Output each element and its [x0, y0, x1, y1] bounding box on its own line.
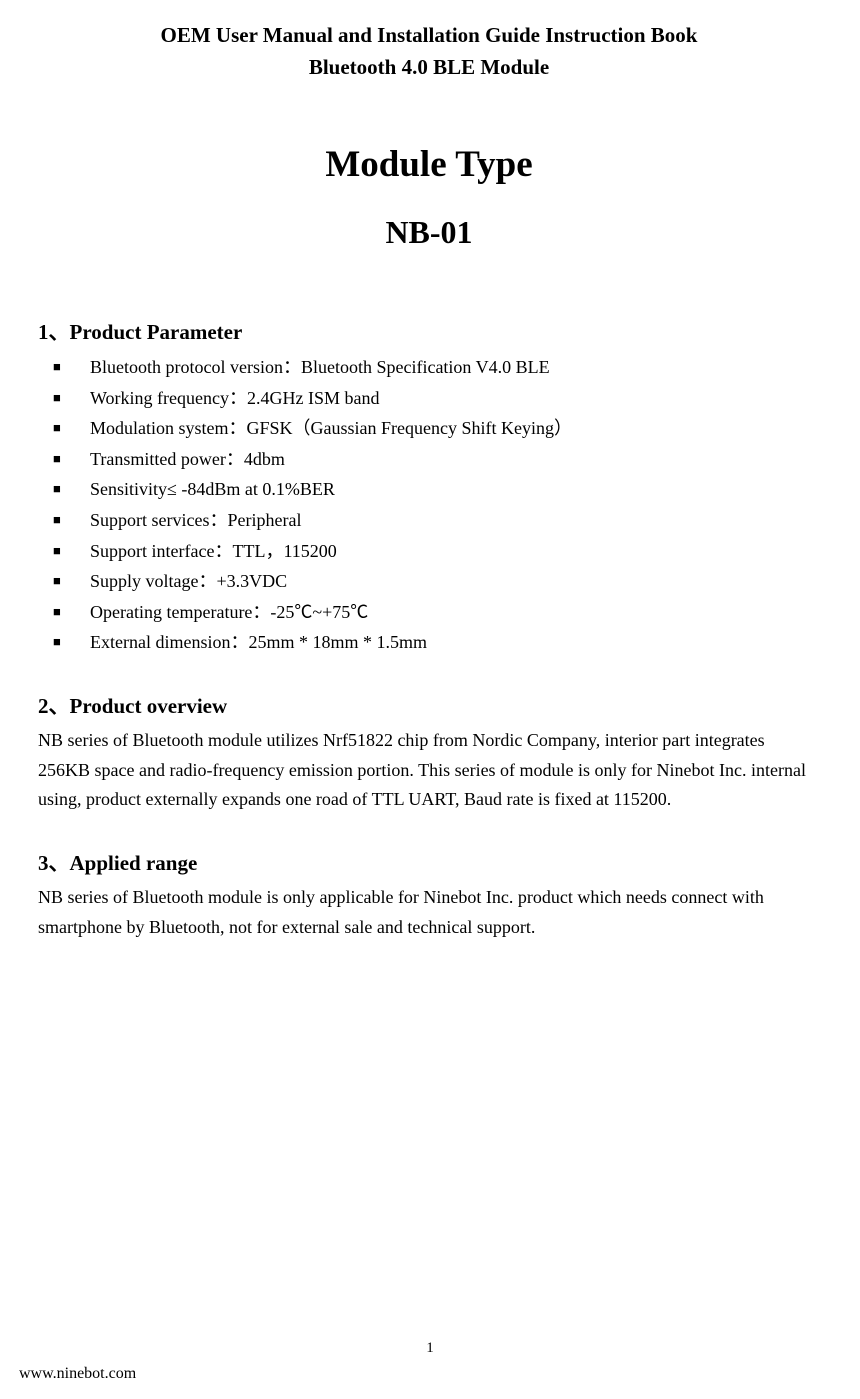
page-number: 1 [0, 1340, 860, 1357]
main-title: Module Type [38, 143, 820, 186]
document-header: OEM User Manual and Installation Guide I… [38, 20, 820, 83]
list-item: Bluetooth protocol version：Bluetooth Spe… [38, 352, 820, 383]
parameter-list: Bluetooth protocol version：Bluetooth Spe… [38, 352, 820, 658]
header-line-1: OEM User Manual and Installation Guide I… [38, 20, 820, 52]
header-line-2: Bluetooth 4.0 BLE Module [38, 52, 820, 84]
section-3-body: NB series of Bluetooth module is only ap… [38, 883, 820, 942]
document-page: OEM User Manual and Installation Guide I… [0, 0, 860, 1399]
list-item: Support interface：TTL，115200 [38, 536, 820, 567]
list-item: Modulation system：GFSK（Gaussian Frequenc… [38, 413, 820, 444]
footer-url: www.ninebot.com [19, 1365, 136, 1383]
section-product-parameter: 1、Product Parameter Bluetooth protocol v… [38, 316, 820, 658]
list-item: Supply voltage：+3.3VDC [38, 566, 820, 597]
list-item: Working frequency：2.4GHz ISM band [38, 383, 820, 414]
section-applied-range: 3、Applied range NB series of Bluetooth m… [38, 847, 820, 942]
list-item: Sensitivity≤ -84dBm at 0.1%BER [38, 474, 820, 505]
list-item: Operating temperature：-25℃~+75℃ [38, 597, 820, 628]
section-3-heading: 3、Applied range [38, 847, 820, 877]
list-item: Support services：Peripheral [38, 505, 820, 536]
section-2-heading: 2、Product overview [38, 690, 820, 720]
list-item: Transmitted power：4dbm [38, 444, 820, 475]
section-1-heading: 1、Product Parameter [38, 316, 820, 346]
sub-title: NB-01 [38, 214, 820, 251]
section-2-body: NB series of Bluetooth module utilizes N… [38, 726, 820, 815]
list-item: External dimension：25mm * 18mm * 1.5mm [38, 627, 820, 658]
section-product-overview: 2、Product overview NB series of Bluetoot… [38, 690, 820, 815]
